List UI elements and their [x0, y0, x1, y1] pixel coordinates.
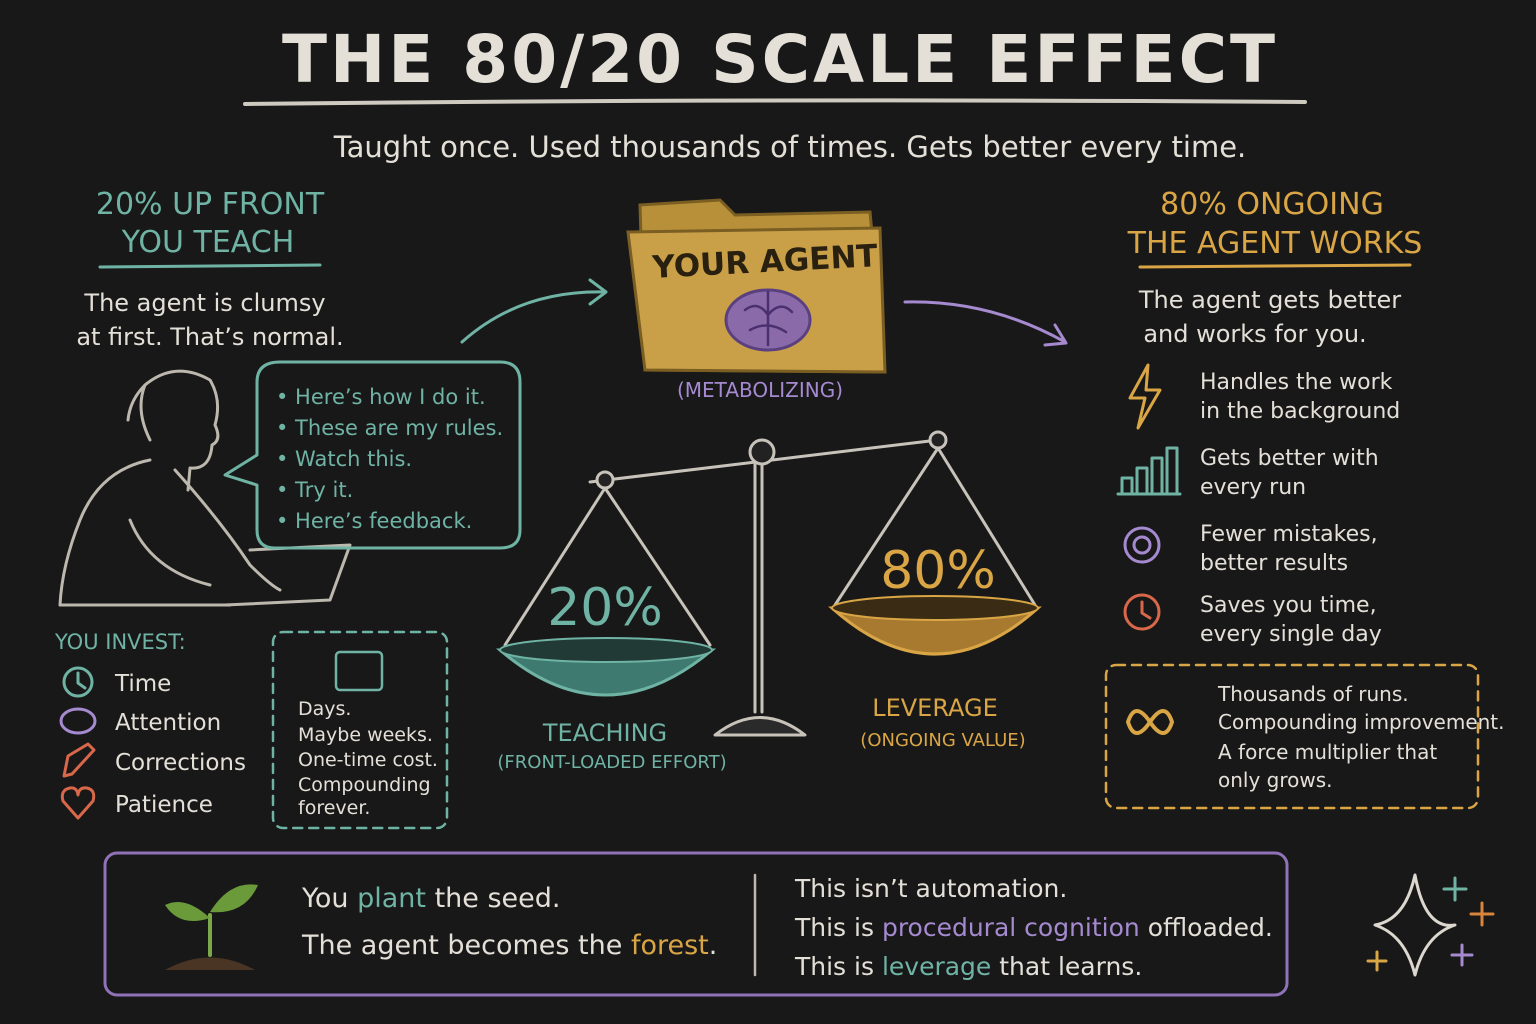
pan-label: TEACHING: [542, 719, 667, 747]
clock-icon: [62, 666, 94, 698]
right-pan: [828, 606, 1042, 656]
title-underline: [243, 98, 1307, 106]
pencil-icon: [62, 742, 96, 778]
heart-icon: [60, 786, 96, 820]
text: This is: [794, 913, 882, 942]
lightning-icon: [1128, 363, 1162, 430]
clock-icon: [1140, 600, 1152, 620]
bubble-line: • These are my rules.: [276, 416, 503, 440]
left-pan-rim: [499, 637, 713, 663]
brain-icon: [59, 707, 97, 735]
benefit: every run: [1200, 475, 1306, 500]
text: This is: [794, 952, 882, 981]
benefit: Saves you time,: [1200, 593, 1377, 618]
left-pan-value: 20%: [547, 578, 663, 638]
footer-line: This is procedural cognition offloaded.: [794, 913, 1273, 942]
left-heading: 20% UP FRONT: [96, 187, 325, 222]
right-text: and works for you.: [1143, 320, 1366, 348]
footer-line: The agent becomes the forest.: [301, 930, 717, 961]
note-line: Compounding improvement.: [1218, 710, 1505, 734]
underline: [1138, 263, 1412, 269]
benefit: every single day: [1200, 622, 1382, 647]
note-line: One-time cost.: [298, 749, 438, 771]
bubble-line: • Here’s feedback.: [276, 509, 472, 533]
note-line: forever.: [298, 797, 370, 819]
target-icon: [1132, 535, 1152, 555]
highlight: procedural cognition: [882, 913, 1140, 942]
footer-line: This is leverage that learns.: [794, 952, 1142, 981]
underline: [98, 263, 322, 269]
note-line: Days.: [298, 698, 351, 720]
calendar-icon: [334, 650, 384, 692]
arrow: [460, 278, 608, 344]
highlight: plant: [357, 883, 426, 914]
invest-item: Patience: [115, 792, 213, 818]
benefit: better results: [1200, 551, 1348, 576]
footer-box: [103, 851, 1289, 997]
note-line: only grows.: [1218, 768, 1333, 792]
footer-line: This isn’t automation.: [794, 874, 1067, 903]
arrow: [903, 300, 1068, 347]
text: that learns.: [991, 952, 1142, 981]
invest-item: Time: [114, 671, 171, 697]
clock-icon: [76, 671, 87, 690]
benefit: in the background: [1200, 399, 1400, 424]
title: THE 80/20 SCALE EFFECT: [282, 21, 1278, 98]
right-pan-value: 80%: [880, 541, 996, 601]
sparkle: [1450, 943, 1474, 967]
soil: [165, 957, 255, 970]
left-text: at first. That’s normal.: [76, 323, 343, 351]
pan-sublabel: (FRONT-LOADED EFFORT): [497, 752, 726, 773]
text: offloaded.: [1140, 913, 1273, 942]
text: the seed.: [426, 883, 561, 914]
text: This isn’t automation.: [794, 874, 1067, 903]
speech-bubble: [223, 360, 522, 550]
right-heading: THE AGENT WORKS: [1127, 226, 1423, 261]
benefit: Fewer mistakes,: [1200, 522, 1378, 547]
note-line: Thousands of runs.: [1217, 682, 1409, 706]
subtitle: Taught once. Used thousands of times. Ge…: [333, 130, 1247, 164]
invest-item: Corrections: [115, 750, 246, 776]
text: The agent becomes the: [301, 930, 631, 961]
sprout-leaves: [165, 884, 258, 922]
pan-sublabel: (ONGOING VALUE): [860, 730, 1025, 751]
text: .: [709, 930, 718, 961]
folder-caption: (METABOLIZING): [677, 378, 843, 402]
note-box: [271, 630, 449, 830]
sparkle: [1442, 876, 1468, 902]
bubble-line: • Try it.: [276, 478, 353, 502]
right-pan-rim: [831, 595, 1039, 621]
note-line: Compounding: [298, 774, 431, 796]
benefit: Gets better with: [1200, 446, 1379, 471]
sparkle: [1366, 950, 1388, 972]
right-heading: 80% ONGOING: [1160, 187, 1384, 222]
sparkle: [1469, 901, 1495, 927]
sparkle: [1373, 873, 1457, 977]
infinity-icon: [1126, 709, 1174, 735]
highlight: leverage: [882, 952, 991, 981]
footer-line: You plant the seed.: [301, 883, 561, 914]
bubble-line: • Watch this.: [276, 447, 412, 471]
highlight: forest: [631, 930, 709, 961]
brain-icon: [743, 290, 794, 347]
right-text: The agent gets better: [1138, 286, 1401, 314]
benefit: Handles the work: [1200, 370, 1393, 395]
bubble-line: • Here’s how I do it.: [276, 385, 486, 409]
chart-icon: [1116, 446, 1182, 496]
clock-icon: [1123, 593, 1161, 631]
text: You: [301, 883, 357, 914]
invest-item: Attention: [115, 710, 221, 736]
target-icon: [1123, 526, 1161, 564]
pan-label: LEVERAGE: [872, 694, 998, 722]
note-line: A force multiplier that: [1218, 740, 1437, 764]
note-box: [1104, 663, 1480, 810]
scale: [503, 430, 1037, 737]
left-text: The agent is clumsy: [83, 289, 325, 317]
note-line: Maybe weeks.: [298, 724, 433, 746]
left-heading: YOU TEACH: [121, 225, 295, 260]
invest-title: YOU INVEST:: [54, 630, 186, 654]
